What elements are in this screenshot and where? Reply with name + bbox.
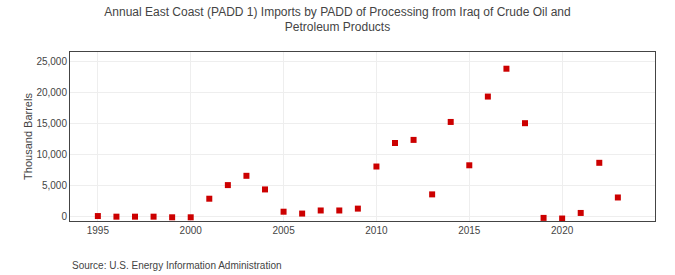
svg-text:10,000: 10,000 [36,149,67,160]
svg-text:2005: 2005 [272,225,295,236]
svg-text:0: 0 [61,211,67,222]
svg-text:2020: 2020 [551,225,574,236]
svg-text:2010: 2010 [365,225,388,236]
svg-text:2000: 2000 [180,225,203,236]
svg-text:Annual East Coast (PADD 1) Imp: Annual East Coast (PADD 1) Imports by PA… [104,5,570,35]
svg-text:25,000: 25,000 [36,56,67,67]
svg-text:20,000: 20,000 [36,87,67,98]
svg-text:Source: U.S. Energy Informatio: Source: U.S. Energy Information Administ… [72,260,282,271]
svg-text:5,000: 5,000 [42,180,67,191]
svg-text:1995: 1995 [87,225,110,236]
svg-text:Thousand Barrels: Thousand Barrels [22,93,34,180]
svg-text:2015: 2015 [458,225,481,236]
svg-text:15,000: 15,000 [36,118,67,129]
